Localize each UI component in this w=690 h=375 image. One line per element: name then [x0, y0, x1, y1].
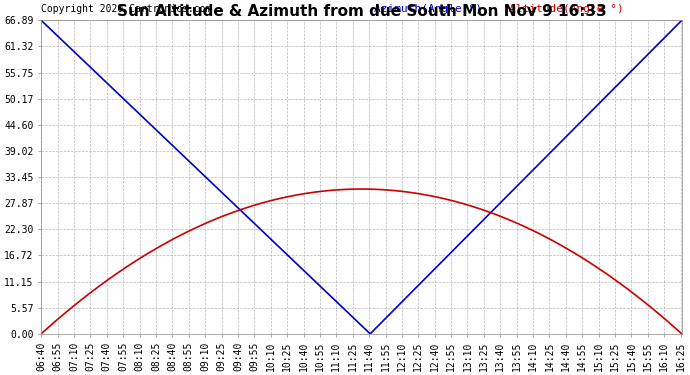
Text: Azimuth(Angle °): Azimuth(Angle °) [374, 4, 482, 14]
Title: Sun Altitude & Azimuth from due South Mon Nov 9 16:33: Sun Altitude & Azimuth from due South Mo… [117, 4, 607, 19]
Text: Copyright 2020 Cartronics.com: Copyright 2020 Cartronics.com [41, 4, 212, 14]
Text: Altitude(Angle °): Altitude(Angle °) [509, 4, 624, 14]
